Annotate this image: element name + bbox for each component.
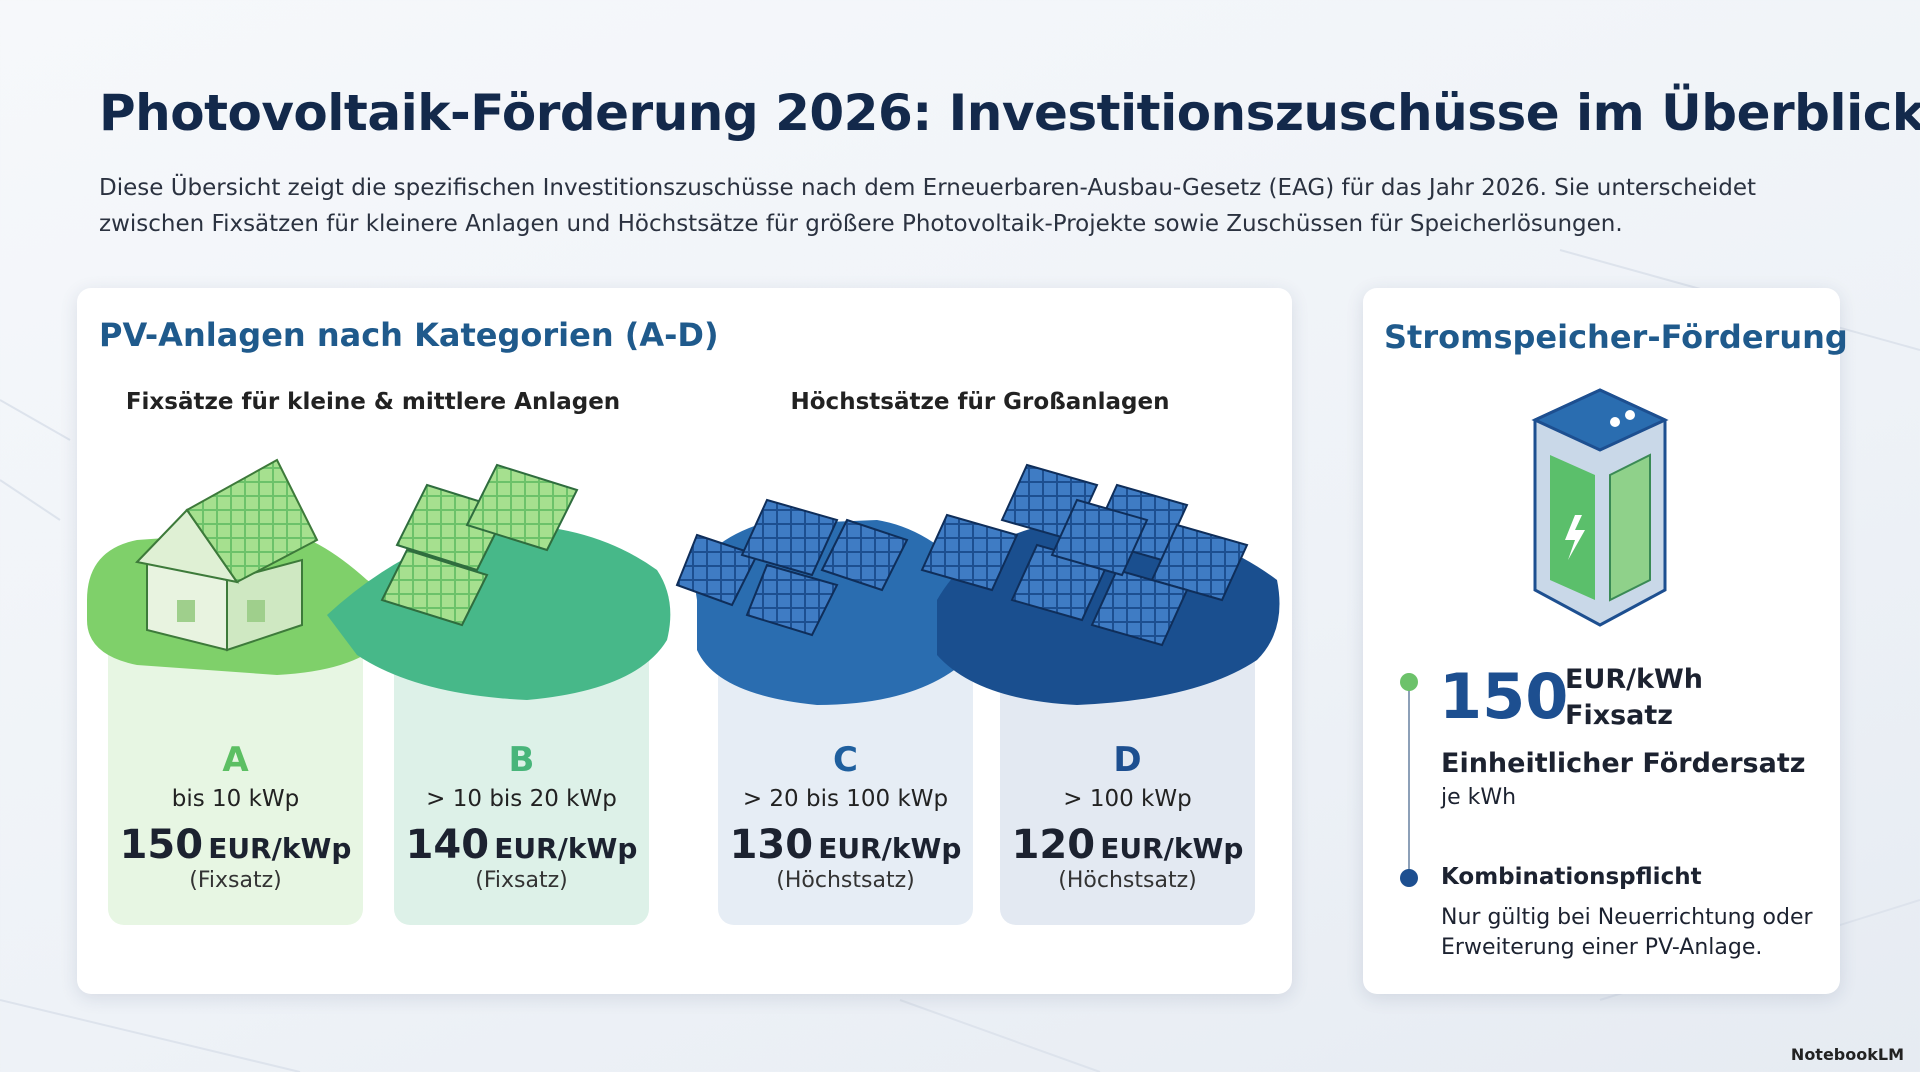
category-note: (Fixsatz) bbox=[475, 868, 568, 893]
amount-unit: EUR/kWp bbox=[494, 832, 638, 865]
panels-c bbox=[675, 498, 909, 637]
category-letter: D bbox=[1113, 740, 1142, 780]
group-label: Höchstsätze für Großanlagen bbox=[790, 389, 1170, 415]
category-amount: 120 EUR/kWp bbox=[1000, 822, 1255, 868]
battery-icon bbox=[1531, 388, 1669, 627]
brand: NotebookLM bbox=[1790, 1045, 1904, 1064]
category-range: > 10 bis 20 kWp bbox=[426, 786, 617, 812]
category-amount: 150 EUR/kWp bbox=[108, 822, 363, 868]
storage-unit: EUR/kWh bbox=[1565, 664, 1703, 695]
storage-label: Einheitlicher Fördersatz bbox=[1441, 748, 1806, 779]
category-range: > 100 kWp bbox=[1063, 786, 1192, 812]
house bbox=[135, 458, 319, 652]
category-note: (Höchstsatz) bbox=[776, 868, 915, 893]
condition-title: Kombinationspflicht bbox=[1441, 864, 1702, 890]
category-letter: C bbox=[833, 740, 858, 780]
amount-unit: EUR/kWp bbox=[208, 832, 352, 865]
amount-number: 120 bbox=[1011, 822, 1096, 868]
panels-b bbox=[380, 463, 579, 627]
amount-number: 150 bbox=[119, 822, 204, 868]
bullet bbox=[1400, 869, 1418, 887]
category-range: bis 10 kWp bbox=[171, 786, 300, 812]
platform-b bbox=[327, 524, 671, 700]
description: Diese Übersicht zeigt die spezifischen I… bbox=[99, 175, 1757, 237]
category-amount: 130 EUR/kWp bbox=[718, 822, 973, 868]
storage-amount: 150 bbox=[1439, 660, 1569, 733]
category-letter: A bbox=[222, 740, 249, 780]
amount-number: 140 bbox=[405, 822, 490, 868]
category-amount: 140 EUR/kWp bbox=[394, 822, 649, 868]
group-label: Fixsätze für kleine & mittlere Anlagen bbox=[125, 389, 621, 415]
amount-unit: EUR/kWp bbox=[1100, 832, 1244, 865]
category-note: (Fixsatz) bbox=[189, 868, 282, 893]
bullet bbox=[1400, 673, 1418, 691]
panels-d bbox=[920, 463, 1249, 647]
illustrations bbox=[87, 458, 1280, 705]
storage-title: Stromspeicher-Förderung bbox=[1384, 318, 1848, 356]
storage-rate-type: Fixsatz bbox=[1565, 700, 1674, 731]
pv-title: PV-Anlagen nach Kategorien (A-D) bbox=[99, 316, 719, 354]
timeline bbox=[1400, 673, 1418, 887]
title: Photovoltaik-Förderung 2026: Investition… bbox=[99, 84, 1920, 142]
category-letter: B bbox=[508, 740, 535, 780]
category-range: > 20 bis 100 kWp bbox=[742, 786, 949, 812]
storage-per: je kWh bbox=[1441, 785, 1517, 810]
amount-number: 130 bbox=[729, 822, 814, 868]
condition-text: Nur gültig bei Neuerrichtung oder Erweit… bbox=[1441, 905, 1813, 960]
amount-unit: EUR/kWp bbox=[818, 832, 962, 865]
category-note: (Höchstsatz) bbox=[1058, 868, 1197, 893]
